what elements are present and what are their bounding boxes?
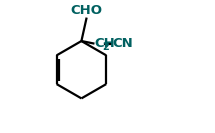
Text: CN: CN <box>112 37 133 50</box>
Text: CH: CH <box>95 37 116 50</box>
Text: CHO: CHO <box>71 4 103 17</box>
Text: 2: 2 <box>102 42 109 52</box>
